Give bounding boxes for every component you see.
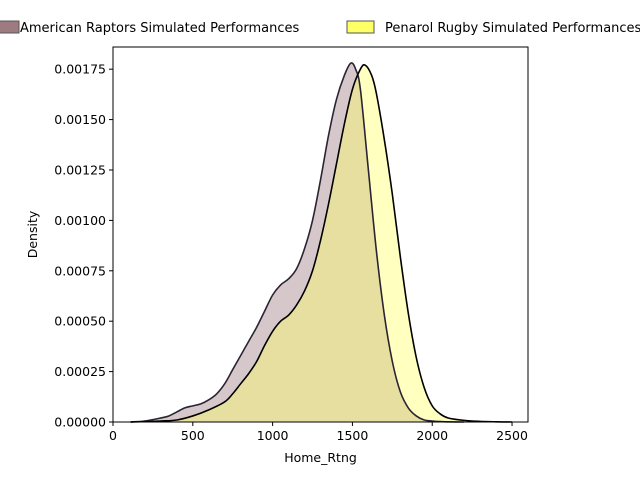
y-tick-label: 0.00150 bbox=[54, 112, 106, 127]
y-tick-label: 0.00175 bbox=[54, 62, 106, 77]
line-penarol-rugby-simulated-performances bbox=[130, 63, 513, 423]
legend-swatch-penarol-rugby bbox=[346, 20, 375, 34]
legend-swatch-american-raptors bbox=[0, 20, 20, 34]
x-tick-label: 2500 bbox=[496, 428, 528, 443]
line-american-raptors-simulated-performances bbox=[130, 62, 465, 423]
area-penarol-rugby-simulated-performances bbox=[130, 64, 513, 422]
plot-frame bbox=[112, 46, 529, 423]
density-fills bbox=[130, 62, 513, 422]
y-tick-label: 0.00125 bbox=[54, 162, 106, 177]
legend-label-american-raptors: American Raptors Simulated Performances bbox=[20, 21, 299, 36]
legend-label-penarol-rugby: Penarol Rugby Simulated Performances bbox=[385, 21, 640, 36]
x-tick-label: 1000 bbox=[257, 428, 289, 443]
x-tick-label: 500 bbox=[181, 428, 205, 443]
x-tick-label: 0 bbox=[109, 428, 117, 443]
y-tick-label: 0.00100 bbox=[54, 213, 106, 228]
y-tick-label: 0.00025 bbox=[54, 364, 106, 379]
area-american-raptors-simulated-performances bbox=[130, 62, 465, 422]
x-axis-label: Home_Rtng bbox=[284, 450, 357, 465]
y-axis: 0.00000 0.00025 0.00050 0.00075 0.00100 0.001… bbox=[54, 62, 113, 430]
y-tick-label: 0.00075 bbox=[54, 263, 106, 278]
x-tick-label: 2000 bbox=[416, 428, 448, 443]
x-tick-label: 1500 bbox=[337, 428, 369, 443]
y-axis-label: Density bbox=[25, 210, 40, 258]
y-tick-label: 0.00050 bbox=[54, 314, 106, 329]
y-tick-label: 0.00000 bbox=[54, 415, 106, 430]
legend: American Raptors Simulated Performances … bbox=[0, 20, 640, 36]
density-lines bbox=[130, 62, 513, 423]
x-axis: 0 500 1000 1500 2000 2500 bbox=[109, 422, 528, 443]
